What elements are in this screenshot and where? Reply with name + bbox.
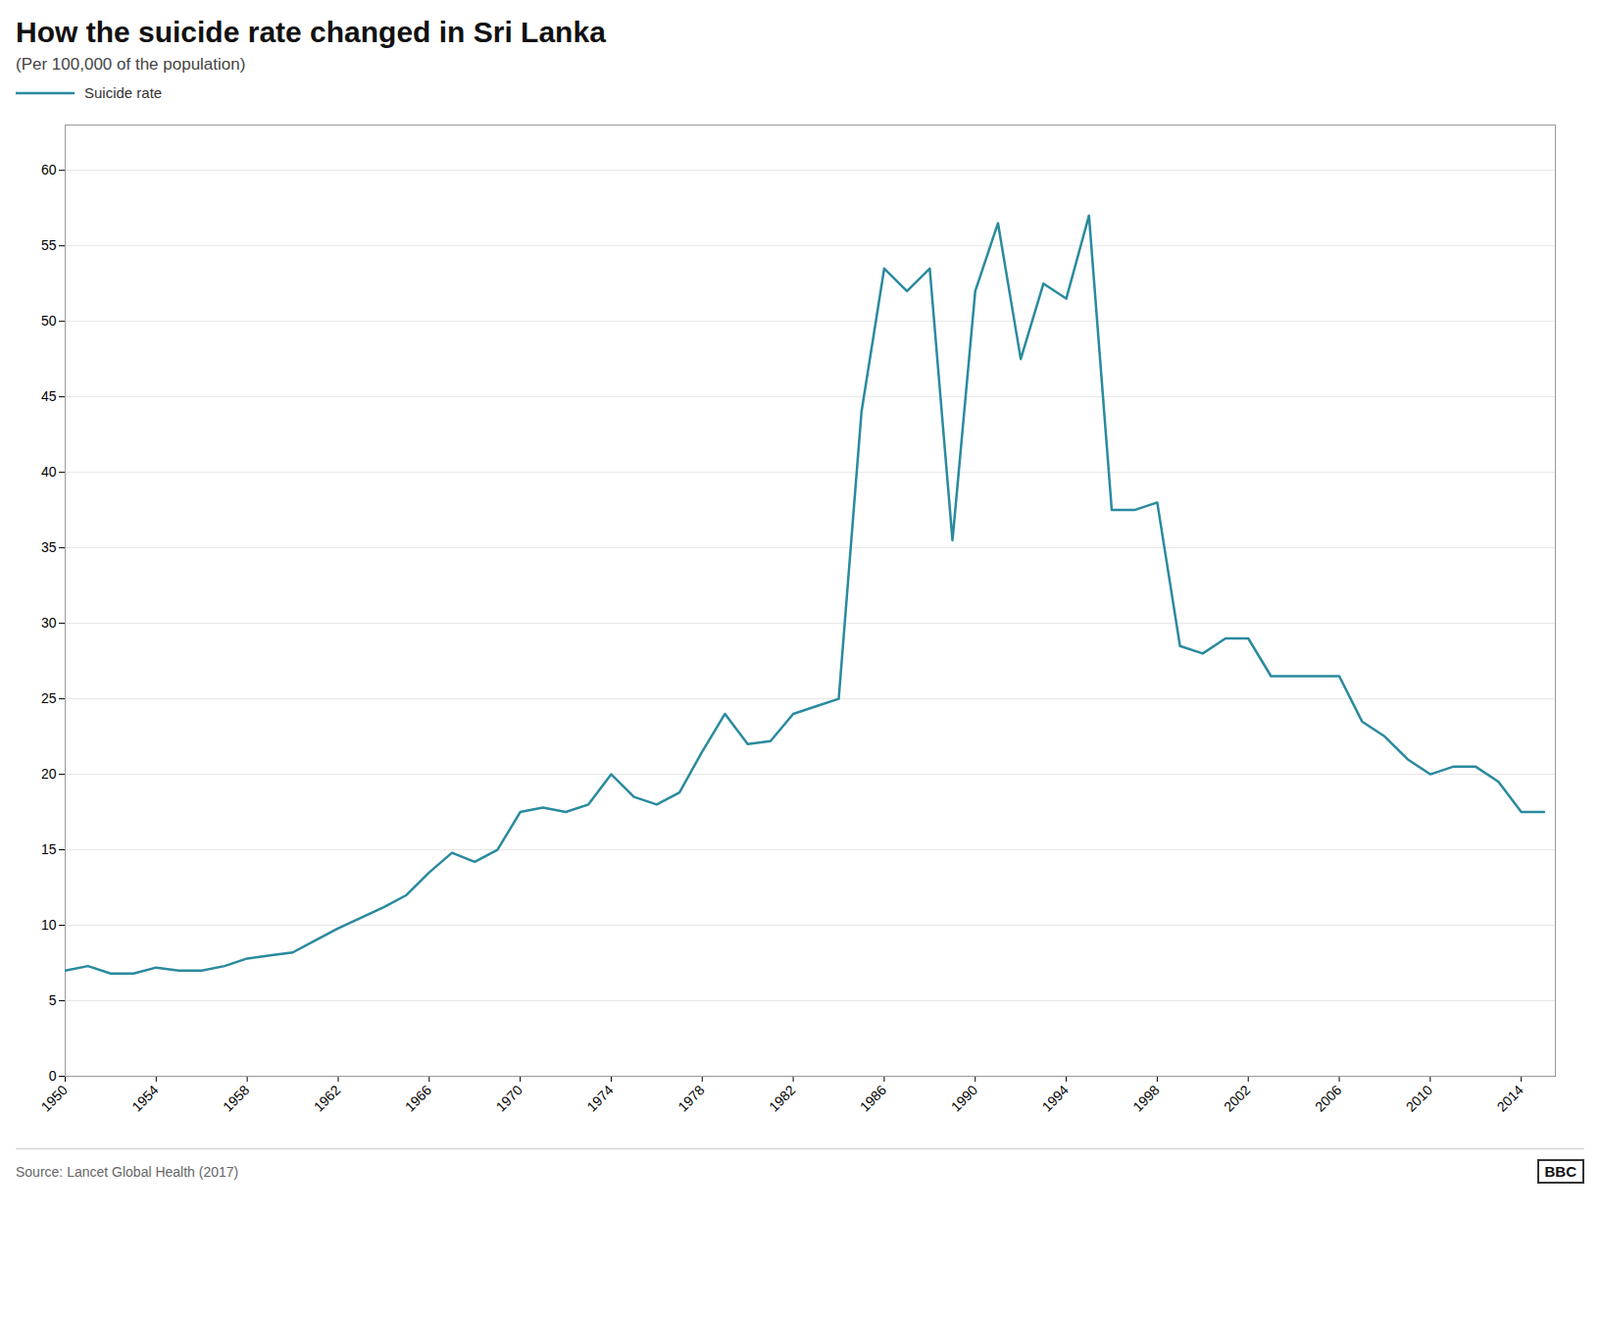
svg-text:1954: 1954 — [128, 1081, 161, 1114]
svg-text:2002: 2002 — [1220, 1081, 1253, 1114]
svg-text:1970: 1970 — [493, 1081, 526, 1114]
svg-text:1966: 1966 — [401, 1081, 435, 1114]
svg-text:15: 15 — [41, 841, 57, 857]
svg-text:30: 30 — [41, 614, 57, 631]
svg-text:1986: 1986 — [856, 1081, 890, 1114]
svg-text:1990: 1990 — [948, 1081, 981, 1114]
svg-text:20: 20 — [41, 765, 57, 782]
html-text:BBC: BBC — [1544, 1162, 1577, 1180]
svg-text:40: 40 — [41, 463, 57, 480]
svg-text:5: 5 — [49, 992, 57, 1008]
svg-text:1982: 1982 — [765, 1081, 799, 1114]
svg-text:10: 10 — [41, 916, 57, 933]
svg-text:60: 60 — [41, 161, 57, 178]
svg-text:1950: 1950 — [37, 1081, 70, 1114]
svg-text:0: 0 — [49, 1067, 57, 1084]
svg-text:1994: 1994 — [1039, 1081, 1072, 1114]
svg-text:1962: 1962 — [310, 1081, 344, 1114]
html-text:(Per 100,000 of the population: (Per 100,000 of the population) — [15, 54, 246, 74]
svg-text:55: 55 — [41, 237, 57, 253]
svg-text:35: 35 — [41, 539, 57, 555]
svg-text:50: 50 — [41, 312, 57, 329]
svg-text:1974: 1974 — [583, 1081, 616, 1114]
svg-text:1978: 1978 — [674, 1081, 707, 1114]
svg-text:2010: 2010 — [1402, 1081, 1436, 1114]
html-text:Source: Lancet Global Health (: Source: Lancet Global Health (2017) — [15, 1163, 239, 1179]
svg-text:2014: 2014 — [1494, 1081, 1527, 1114]
svg-text:1958: 1958 — [219, 1081, 252, 1114]
svg-text:2006: 2006 — [1311, 1081, 1345, 1114]
svg-text:25: 25 — [41, 690, 57, 706]
svg-text:45: 45 — [41, 388, 57, 404]
html-text:Suicide rate: Suicide rate — [84, 84, 162, 101]
svg-text:1998: 1998 — [1129, 1081, 1162, 1114]
html-text:How the suicide rate changed i: How the suicide rate changed in Sri Lank… — [15, 15, 606, 49]
